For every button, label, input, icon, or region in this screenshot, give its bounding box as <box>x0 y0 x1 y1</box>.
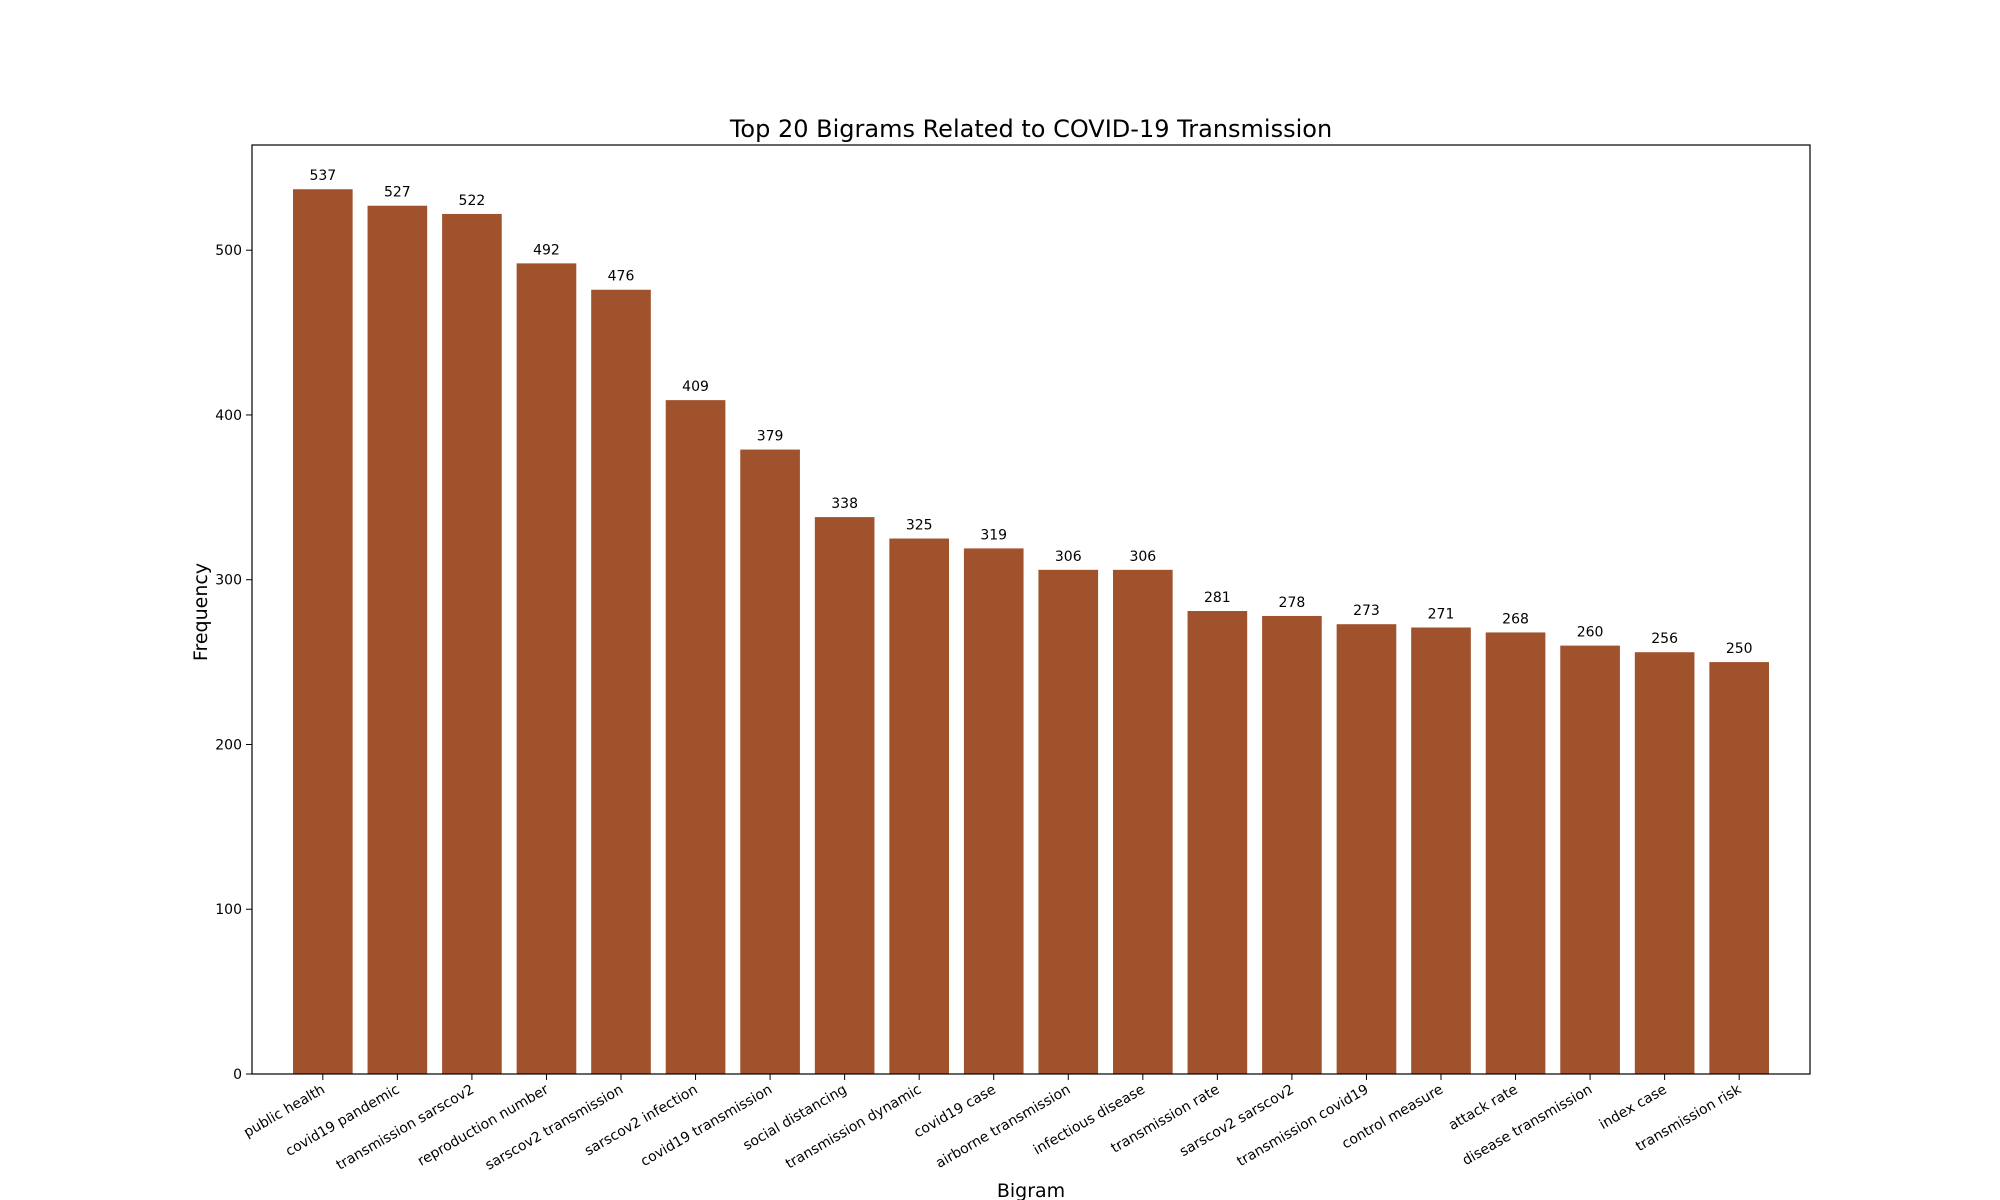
chart-title: Top 20 Bigrams Related to COVID-19 Trans… <box>729 115 1332 143</box>
y-tick-label: 400 <box>215 408 242 424</box>
bar <box>591 289 651 1074</box>
bar <box>740 449 800 1074</box>
x-tick-label: sarscov2 transmission <box>483 1082 626 1174</box>
bar <box>889 538 949 1074</box>
bar-value-label: 522 <box>459 193 486 209</box>
bar <box>1336 624 1397 1074</box>
bar-value-label: 476 <box>608 269 635 285</box>
bar <box>442 213 502 1074</box>
x-tick-label: transmission covid19 <box>1234 1082 1371 1170</box>
bar-value-label: 256 <box>1651 631 1678 647</box>
bar <box>963 548 1024 1074</box>
y-tick-label: 200 <box>215 737 242 753</box>
bar <box>1560 645 1620 1074</box>
bar-value-label: 278 <box>1279 595 1306 611</box>
bar <box>1411 627 1471 1074</box>
bar-value-label: 250 <box>1726 641 1753 657</box>
bar <box>1485 632 1546 1074</box>
bars-group: 537 527 522 492 476 409 379 338 325 319 306 306 281 2… <box>293 168 1769 1075</box>
y-tick-label: 300 <box>215 573 242 589</box>
bar-value-label: 271 <box>1428 607 1455 623</box>
bar-value-label: 281 <box>1204 590 1231 606</box>
bar <box>1262 615 1322 1074</box>
x-tick-label: transmission sarscov2 <box>334 1082 477 1174</box>
bar <box>1187 611 1248 1074</box>
bar <box>814 517 875 1074</box>
bar-value-label: 319 <box>980 527 1007 543</box>
bar <box>1038 569 1099 1074</box>
bar-value-label: 379 <box>757 429 784 445</box>
y-tick-label: 0 <box>233 1067 242 1083</box>
bar <box>367 205 428 1074</box>
x-tick-label: disease transmission <box>1460 1082 1595 1169</box>
bar-value-label: 492 <box>533 242 560 258</box>
bar <box>1113 569 1173 1074</box>
x-tick-label: reproduction number <box>415 1081 552 1169</box>
x-tick-label: airborne transmission <box>933 1082 1073 1172</box>
bar-value-label: 325 <box>906 518 933 534</box>
bar-value-label: 273 <box>1353 603 1380 619</box>
plot-area-frame <box>251 144 1811 1075</box>
bar-value-label: 338 <box>831 496 858 512</box>
bar-value-label: 527 <box>384 185 411 201</box>
x-axis-label: Bigram <box>997 1180 1065 1200</box>
y-axis-label: Frequency <box>190 563 212 661</box>
bar-value-label: 306 <box>1055 549 1082 565</box>
y-tick-label: 500 <box>215 243 242 259</box>
bar <box>1634 652 1695 1074</box>
x-tick-label: transmission dynamic <box>783 1082 924 1173</box>
bar-value-label: 409 <box>682 379 709 395</box>
bar <box>293 189 353 1075</box>
x-tick-label: covid19 transmission <box>638 1082 775 1170</box>
bar <box>516 263 577 1074</box>
bar-value-label: 268 <box>1502 611 1529 627</box>
bar-value-label: 306 <box>1129 549 1156 565</box>
bar-value-label: 537 <box>309 168 336 184</box>
y-axis-ticks: 0 100 200 300 400 500 <box>215 243 252 1083</box>
y-tick-label: 100 <box>215 902 242 918</box>
bar-value-label: 260 <box>1577 625 1604 641</box>
bar <box>665 400 726 1074</box>
bar <box>1709 662 1769 1074</box>
